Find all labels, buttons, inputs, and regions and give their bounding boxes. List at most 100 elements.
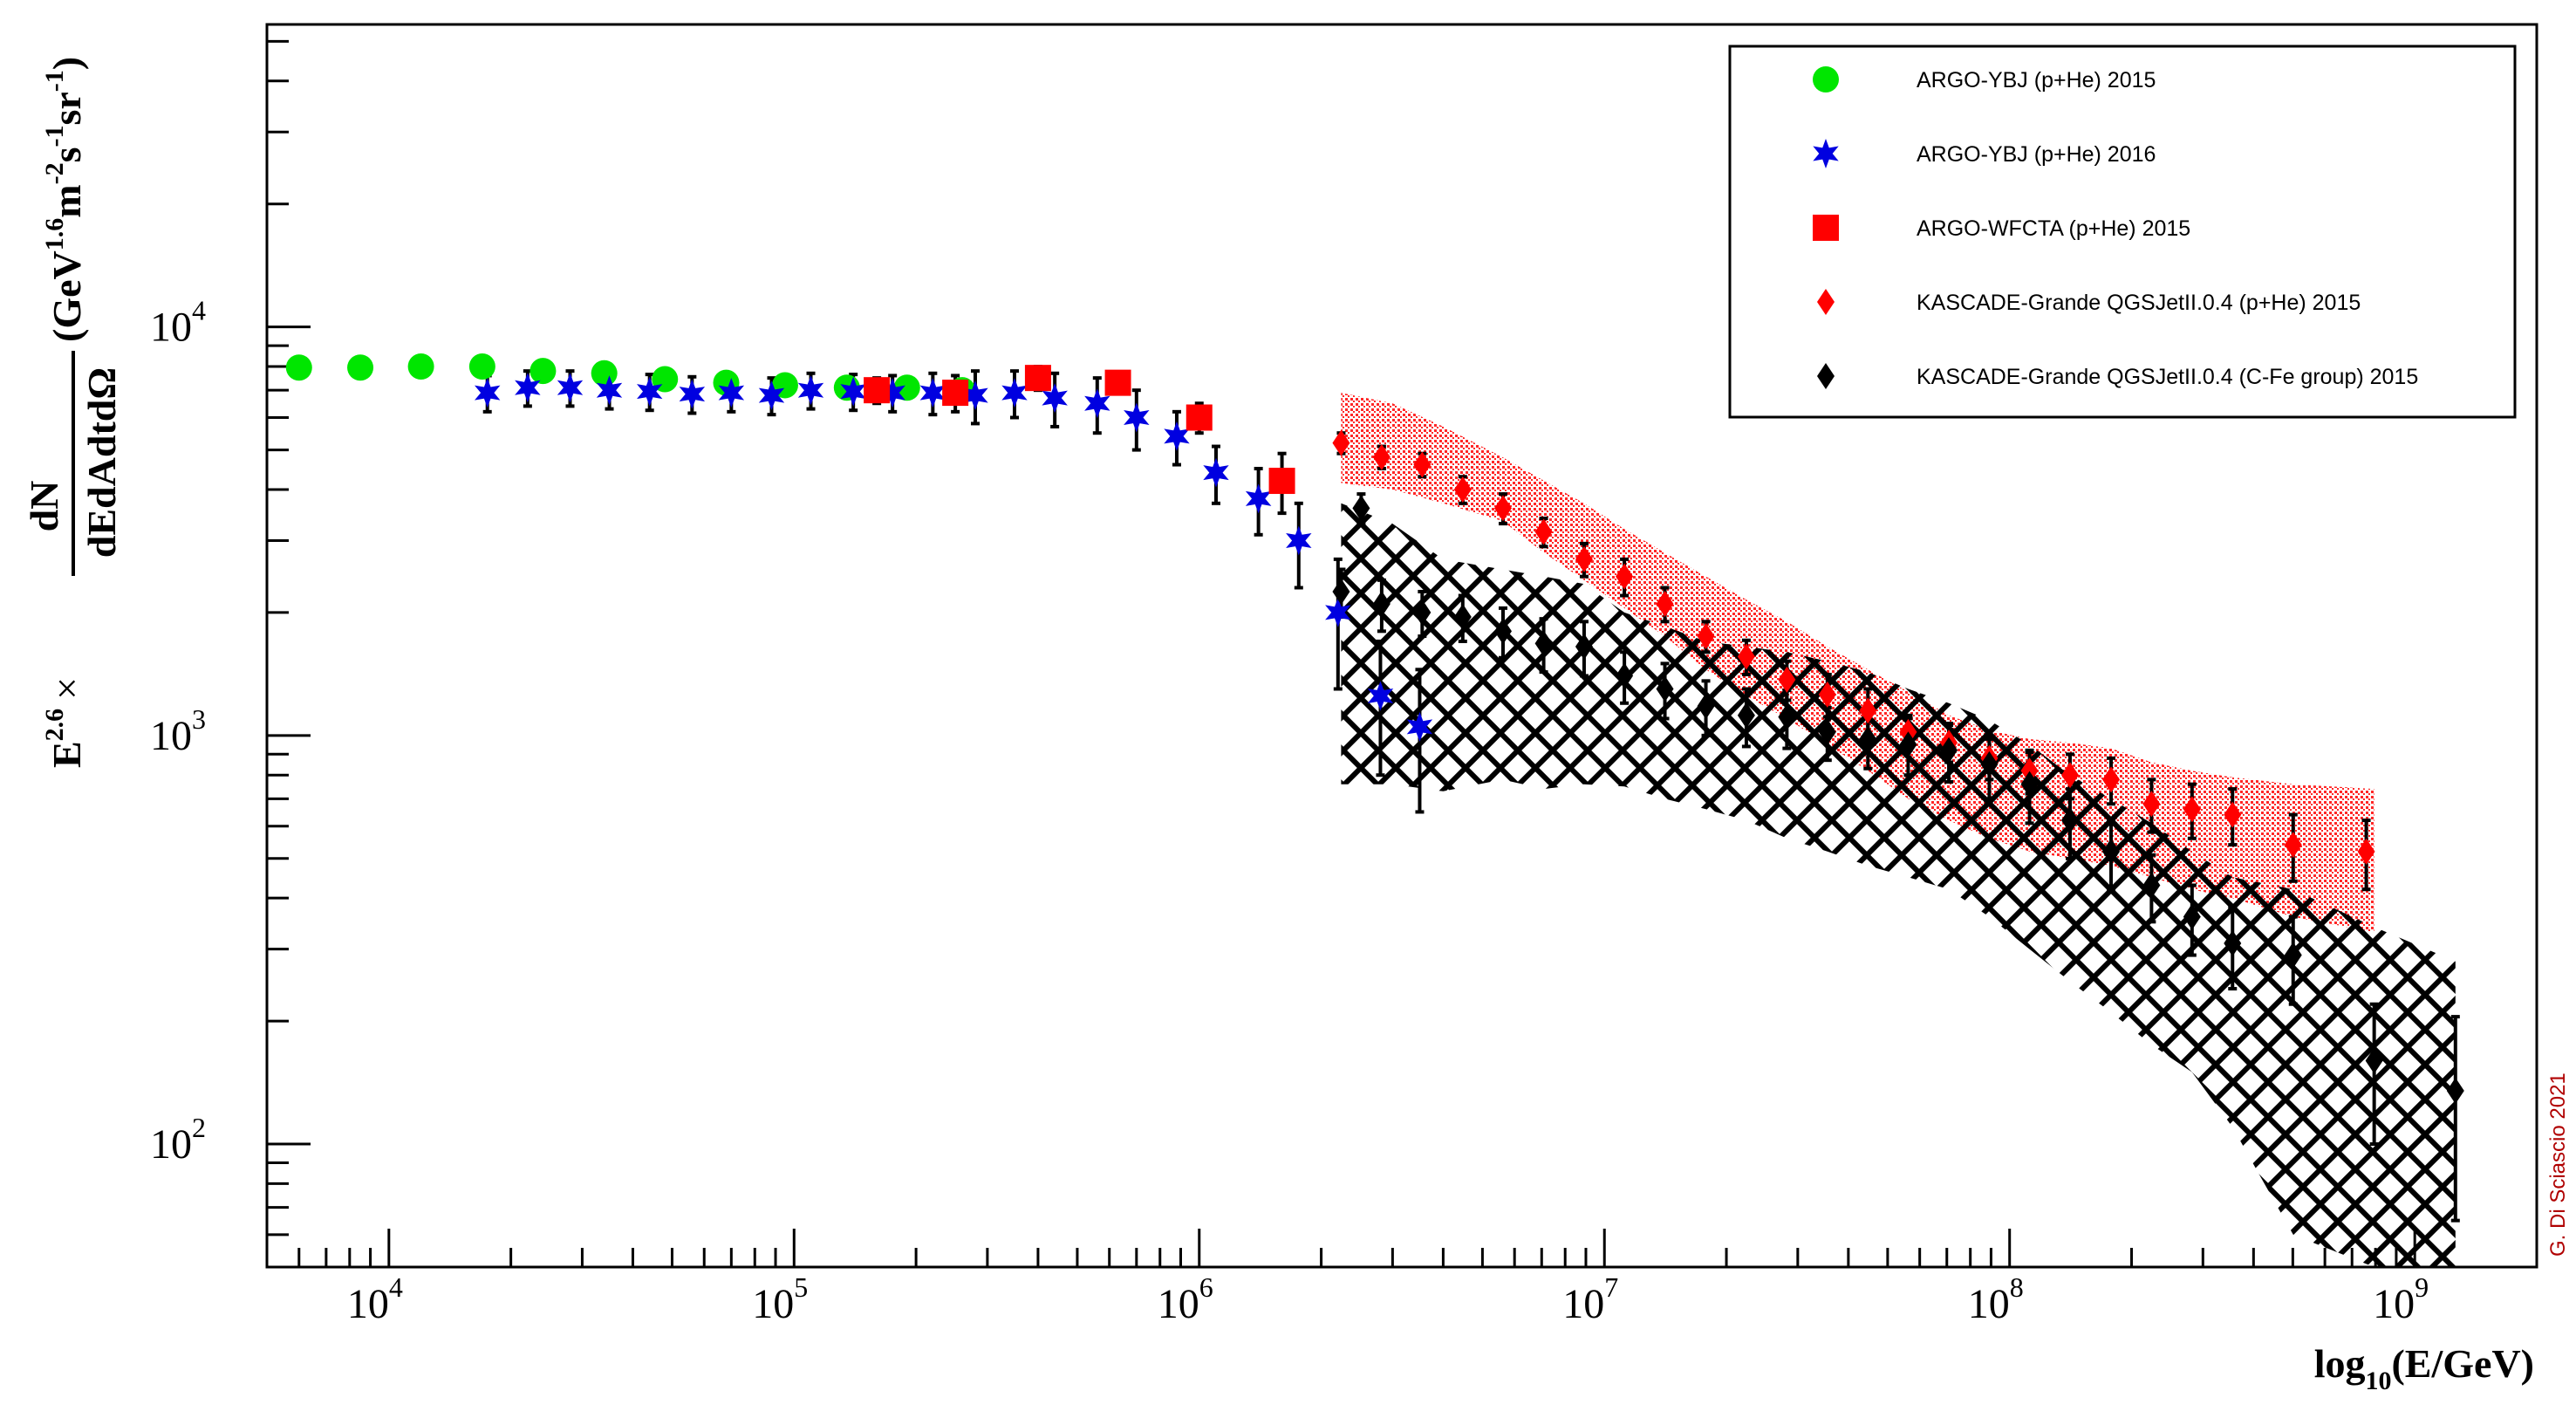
- data-point-series-4: [1778, 703, 1796, 730]
- data-point-series-3: [1372, 443, 1390, 470]
- legend-marker-circle: [1813, 66, 1839, 92]
- data-point-series-3: [2142, 791, 2161, 818]
- data-point-series-4: [1818, 718, 1836, 745]
- plot-frame: [265, 23, 2538, 1269]
- data-point-series-1: [1203, 457, 1229, 488]
- data-point-series-3: [1737, 643, 1755, 670]
- data-point-series-4: [2224, 929, 2242, 956]
- svg-text:E2.6×: E2.6×: [40, 677, 89, 768]
- svg-text:(GeV1.6m-2s-1sr-1): (GeV1.6m-2s-1sr-1): [40, 57, 89, 342]
- y-tick-label: 102: [150, 1112, 206, 1168]
- data-point-series-3: [1453, 476, 1472, 503]
- x-tick-labels: 104 105 106 107 108 109: [347, 1271, 2429, 1327]
- svg-text:dN: dN: [22, 481, 66, 532]
- axis-ticks: [265, 39, 2538, 1269]
- data-point-series-0: [530, 358, 557, 385]
- data-point-series-4: [1899, 731, 1917, 758]
- data-point-series-0: [285, 354, 312, 381]
- data-point-series-1: [1286, 525, 1312, 556]
- data-point-series-4: [2446, 1078, 2464, 1105]
- data-point-series-0: [347, 354, 374, 381]
- data-point-series-4: [2061, 807, 2080, 834]
- legend-label: ARGO-WFCTA (p+He) 2015: [1917, 216, 2190, 241]
- data-point-series-4: [2183, 903, 2201, 930]
- data-point-series-3: [1656, 590, 1674, 617]
- data-point-series-3: [2183, 796, 2201, 823]
- data-point-series-1: [718, 378, 745, 408]
- legend-label: ARGO-YBJ (p+He) 2015: [1917, 68, 2156, 92]
- data-point-series-3: [1575, 545, 1593, 572]
- data-point-series-1: [1001, 378, 1028, 408]
- data-point-series-4: [2365, 1047, 2383, 1074]
- legend-box: [1728, 45, 2517, 419]
- data-point-series-3: [1859, 697, 1877, 724]
- legend-marker-diamond: [1817, 289, 1835, 315]
- data-point-series-1: [679, 379, 706, 409]
- data-point-series-1: [1164, 421, 1190, 451]
- y-tick-label: 104: [150, 295, 206, 351]
- data-point-series-4: [1332, 578, 1350, 605]
- data-point-series-2: [1104, 369, 1131, 396]
- data-point-series-3: [1616, 563, 1634, 590]
- data-point-series-3: [1413, 451, 1431, 478]
- data-point-series-1: [1325, 597, 1351, 627]
- x-axis-title: log10(E/GeV): [2314, 1341, 2534, 1395]
- data-point-series-3: [2102, 766, 2121, 793]
- data-point-series-0: [468, 353, 495, 380]
- data-point-series-1: [637, 376, 663, 407]
- data-point-series-4: [1697, 693, 1715, 720]
- data-point-series-1: [797, 375, 824, 406]
- band-p-he: [1341, 393, 2374, 933]
- data-point-series-0: [893, 374, 920, 401]
- legend-label: KASCADE-Grande QGSJetII.0.4 (p+He) 2015: [1917, 291, 2361, 315]
- legend: ARGO-YBJ (p+He) 2015 ARGO-YBJ (p+He) 2016…: [1728, 45, 2517, 419]
- data-point-series-2: [1024, 365, 1051, 392]
- y-tick-labels: 102 103 104: [150, 295, 206, 1168]
- data-point-series-4: [2284, 942, 2302, 969]
- data-point-series-4: [1575, 634, 1593, 661]
- data-point-series-0: [407, 353, 434, 380]
- data-point-series-1: [1367, 681, 1394, 711]
- data-point-series-1: [962, 380, 988, 411]
- data-point-series-3: [2061, 762, 2080, 789]
- data-point-series-4: [1616, 662, 1634, 689]
- x-tick-label: 106: [1158, 1271, 1213, 1327]
- data-point-series-0: [591, 360, 618, 387]
- data-point-series-1: [1124, 402, 1150, 433]
- data-point-series-3: [2020, 757, 2039, 784]
- data-point-series-1: [1406, 711, 1433, 742]
- data-point-series-3: [1493, 495, 1512, 522]
- data-point-series-2: [1186, 404, 1213, 431]
- data-point-series-4: [1493, 618, 1512, 645]
- data-point-series-2: [864, 377, 891, 404]
- x-tick-label: 108: [1968, 1271, 2024, 1327]
- data-point-series-1: [879, 378, 905, 408]
- data-point-series-1: [919, 378, 946, 408]
- x-tick-label: 109: [2373, 1271, 2429, 1327]
- y-axis-title: E2.6× dN dEdAdtdΩ (GeV1.6m-2s-1sr-1): [22, 57, 124, 768]
- data-point-series-4: [1453, 604, 1472, 631]
- data-point-series-4: [1737, 702, 1755, 729]
- data-point-series-1: [475, 378, 501, 408]
- data-point-series-2: [942, 380, 969, 407]
- data-point-series-3: [2224, 801, 2242, 828]
- band-c-fe: [1341, 503, 2456, 1267]
- legend-label: ARGO-YBJ (p+He) 2016: [1917, 142, 2156, 167]
- data-point-series-4: [1980, 750, 1999, 778]
- data-point-series-3: [1778, 666, 1796, 693]
- x-tick-label: 104: [347, 1271, 403, 1327]
- data-point-series-3: [2357, 838, 2375, 865]
- svg-text:dEdAdtdΩ: dEdAdtdΩ: [79, 367, 124, 558]
- data-point-series-1: [515, 373, 541, 403]
- data-point-series-3: [2284, 832, 2302, 859]
- data-point-series-4: [1940, 736, 1958, 764]
- data-point-series-4: [1859, 725, 1877, 752]
- data-point-series-1: [840, 376, 866, 407]
- data-point-series-4: [1656, 675, 1674, 702]
- data-point-series-3: [1697, 623, 1715, 650]
- data-point-series-1: [1042, 383, 1068, 414]
- uncertainty-bands: [1341, 393, 2456, 1267]
- data-point-series-1: [557, 373, 584, 403]
- data-point-series-4: [2142, 872, 2161, 899]
